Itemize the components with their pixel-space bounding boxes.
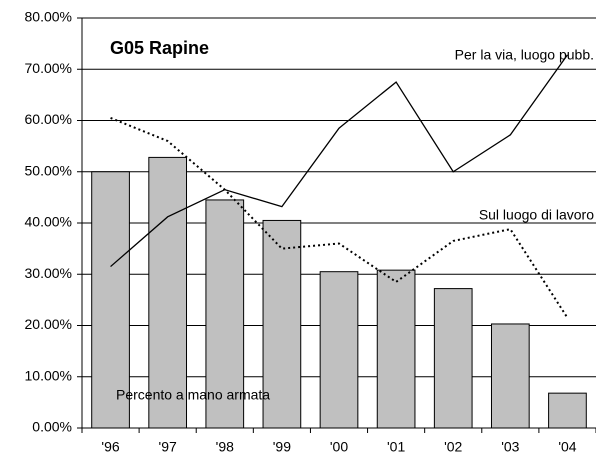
y-tick-label: 40.00% bbox=[25, 214, 72, 230]
y-tick-label: 0.00% bbox=[32, 419, 72, 435]
y-tick-label: 80.00% bbox=[25, 9, 72, 25]
x-tick-label: '04 bbox=[558, 439, 576, 455]
bar bbox=[433, 288, 473, 429]
series-label: Per la via, luogo pubb. bbox=[455, 47, 594, 63]
bar bbox=[319, 271, 359, 429]
bar bbox=[91, 171, 130, 429]
x-tick-label: '96 bbox=[101, 439, 119, 455]
chart-title: G05 Rapine bbox=[110, 38, 209, 58]
series-label: Percento a mano armata bbox=[116, 387, 270, 403]
y-tick-label: 50.00% bbox=[25, 162, 72, 178]
x-tick-label: '01 bbox=[387, 439, 405, 455]
y-tick-label: 10.00% bbox=[25, 367, 72, 383]
bar bbox=[490, 323, 530, 429]
y-tick-label: 30.00% bbox=[25, 265, 72, 281]
x-tick-label: '98 bbox=[216, 439, 234, 455]
y-tick-label: 20.00% bbox=[25, 316, 72, 332]
x-tick-label: '02 bbox=[444, 439, 462, 455]
y-tick-label: 60.00% bbox=[25, 111, 72, 127]
line bbox=[110, 54, 568, 268]
bar bbox=[548, 392, 587, 429]
series-label: Sul luogo di lavoro bbox=[479, 207, 594, 223]
bar bbox=[376, 269, 416, 429]
x-tick-label: '00 bbox=[330, 439, 348, 455]
line bbox=[110, 117, 569, 319]
y-tick-label: 70.00% bbox=[25, 60, 72, 76]
x-tick-label: '99 bbox=[273, 439, 291, 455]
x-tick-label: '03 bbox=[501, 439, 519, 455]
x-tick-label: '97 bbox=[159, 439, 177, 455]
